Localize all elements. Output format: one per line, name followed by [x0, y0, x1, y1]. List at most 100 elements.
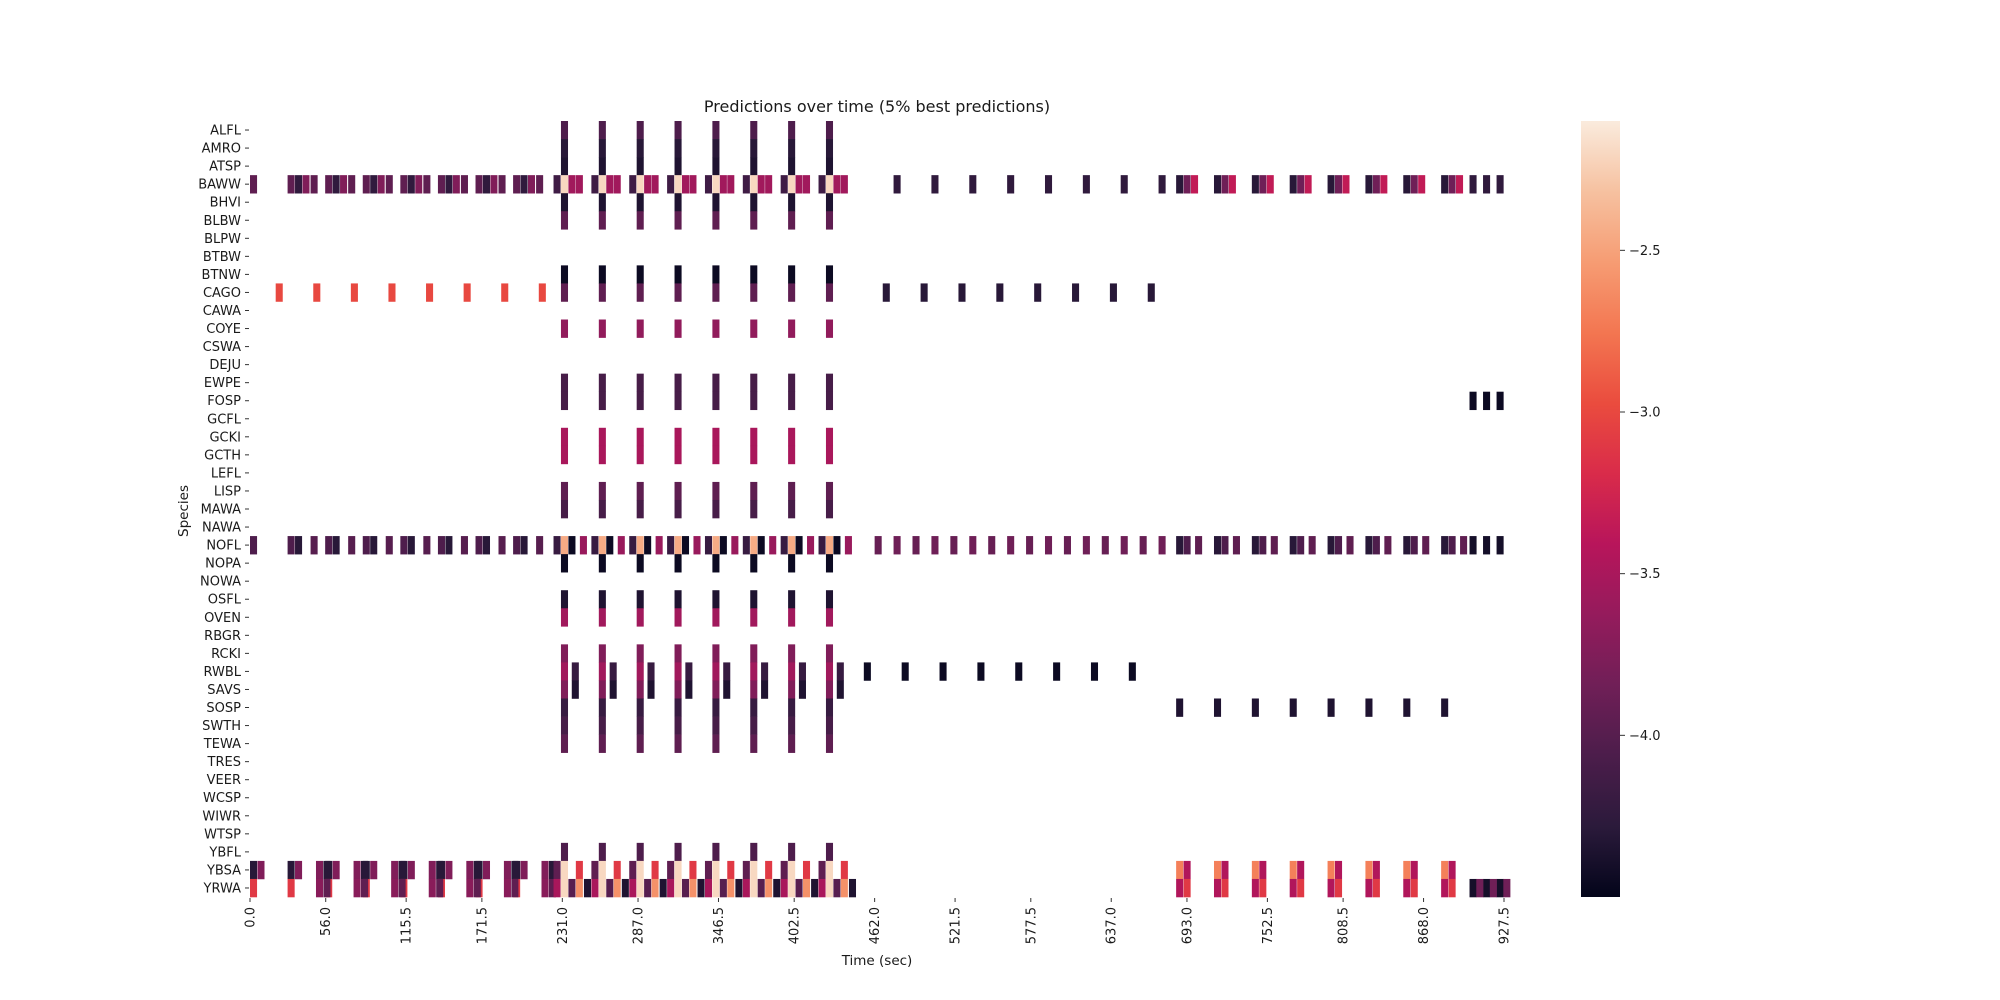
heatmap-cell-alfl [560, 121, 569, 140]
heatmap-cell-ybsa [295, 860, 303, 880]
heatmap-cell-ybsa [1448, 860, 1456, 880]
heatmap-cell-gcki [674, 427, 682, 447]
heatmap-cell-swth [750, 716, 758, 735]
heatmap-cell-rwbl [761, 662, 769, 681]
heatmap-cell-ybsa [287, 860, 295, 880]
colorbar-tick-label: −3.5 [1629, 567, 1661, 582]
heatmap-cell-baww [825, 175, 834, 194]
heatmap-cell-osfl [825, 590, 834, 609]
heatmap-cell-nofl [719, 536, 727, 555]
heatmap-cell-nofl [1297, 536, 1305, 555]
heatmap-cell-cago [463, 283, 471, 302]
heatmap-cell-atsp [712, 157, 720, 176]
heatmap-cell-nofl [348, 536, 356, 555]
heatmap-cell-yrwa [621, 878, 629, 898]
heatmap-cell-ybsa [788, 860, 796, 880]
heatmap-cell-yrwa [250, 878, 258, 898]
y-tick-label: NOFL [206, 539, 241, 554]
heatmap-cell-yrwa [697, 878, 705, 898]
heatmap-cell-ybsa [780, 860, 788, 880]
heatmap-cell-nofl [370, 536, 378, 555]
heatmap-cell-yrwa [825, 878, 834, 898]
heatmap-cell-sosp [750, 698, 758, 717]
heatmap-cell-baww [250, 175, 258, 194]
heatmap-cell-nofl [644, 536, 652, 555]
heatmap-cell-btnw [598, 265, 606, 284]
heatmap-cell-nofl [407, 536, 415, 555]
heatmap-cell-savs [571, 680, 579, 699]
heatmap-cell-baww [1176, 175, 1184, 194]
heatmap-cell-ybsa [391, 860, 399, 880]
heatmap-cell-nofl [1221, 536, 1229, 555]
heatmap-cell-yrwa [773, 878, 781, 898]
heatmap-cell-gcth [712, 445, 720, 465]
heatmap-cell-ybsa [629, 860, 637, 880]
heatmap-cell-ybsa [1213, 860, 1222, 880]
heatmap-cell-baww [287, 175, 295, 194]
heatmap-cell-nofl [287, 536, 295, 555]
heatmap-cell-nofl [1183, 536, 1191, 555]
heatmap-cell-yrwa [1489, 878, 1497, 898]
y-tick-label: OSFL [208, 593, 242, 608]
heatmap-cell-baww [1469, 175, 1477, 194]
heatmap-cell-cago [750, 283, 758, 302]
y-tick-label: VEER [207, 773, 241, 788]
heatmap-cell-gcth [825, 445, 834, 465]
heatmap-cell-rwbl [863, 662, 871, 681]
heatmap-cell-cago [712, 283, 720, 302]
heatmap-cell-osfl [636, 590, 644, 609]
heatmap-cell-alfl [598, 121, 606, 140]
heatmap-cell-osfl [712, 590, 720, 609]
heatmap-cell-rwbl [712, 662, 720, 681]
heatmap-cell-cago [426, 283, 434, 302]
y-axis: ALFL AMRO ATSP BAWW BHVI BLBW BLPW BTBW BTNW CAGO… [198, 124, 249, 896]
heatmap-cell-baww [348, 175, 356, 194]
heatmap-cell-baww [1372, 175, 1380, 194]
heatmap-cell-coye [674, 319, 682, 338]
heatmap-cell-nofl [513, 536, 521, 555]
heatmap-cell-nofl [1213, 536, 1222, 555]
heatmap-cell-rcki [788, 644, 796, 663]
heatmap-cell-nofl [1308, 536, 1316, 555]
heatmap-cell-lisp [788, 481, 796, 501]
heatmap-cell-yrwa [788, 878, 796, 898]
heatmap-cell-yrwa [473, 878, 481, 898]
y-tick-label: YRWA [203, 881, 242, 896]
heatmap-cell-btnw [560, 265, 569, 284]
heatmap-cell-tewa [788, 734, 796, 753]
heatmap-cell-nofl [385, 536, 393, 555]
y-tick-label: CAGO [203, 286, 241, 301]
heatmap-cell-baww [757, 175, 765, 194]
heatmap-cell-rwbl [901, 662, 909, 681]
heatmap-cell-rwbl [685, 662, 693, 681]
heatmap-cell-cago [636, 283, 644, 302]
heatmap-cell-baww [1304, 175, 1312, 194]
heatmap-cell-bhvi [560, 193, 569, 212]
heatmap-cell-yrwa [651, 878, 659, 898]
heatmap-cell-sosp [560, 698, 569, 717]
heatmap-cell-yrwa [553, 878, 561, 898]
heatmap-cell-yrwa [1403, 878, 1411, 898]
heatmap-cell-yrwa [1372, 878, 1380, 898]
heatmap-cell-atsp [825, 157, 834, 176]
heatmap-cell-atsp [598, 157, 606, 176]
heatmap-cell-savs [674, 680, 682, 699]
heatmap-cell-nofl [520, 536, 528, 555]
heatmap-cell-yrwa [780, 878, 788, 898]
heatmap-cell-ybsa [651, 860, 659, 880]
heatmap-cell-nopa [636, 554, 644, 573]
heatmap-cell-baww [1221, 175, 1229, 194]
heatmap-cell-alfl [712, 121, 720, 140]
heatmap-cell-nofl [1270, 536, 1278, 555]
heatmap-cell-baww [452, 175, 460, 194]
heatmap-cell-rwbl [836, 662, 844, 681]
heatmap-cell-ybsa [689, 860, 697, 880]
heatmap-cell-coye [598, 319, 606, 338]
heatmap-cell-gcth [560, 445, 569, 465]
heatmap-cell-fosp [636, 391, 644, 411]
heatmap-cell-ybfl [674, 842, 682, 862]
heatmap-cell-gcki [788, 427, 796, 447]
heatmap-cell-nofl [482, 536, 491, 555]
heatmap-cell-nofl [1346, 536, 1354, 555]
heatmap-cell-nofl [1176, 536, 1184, 555]
